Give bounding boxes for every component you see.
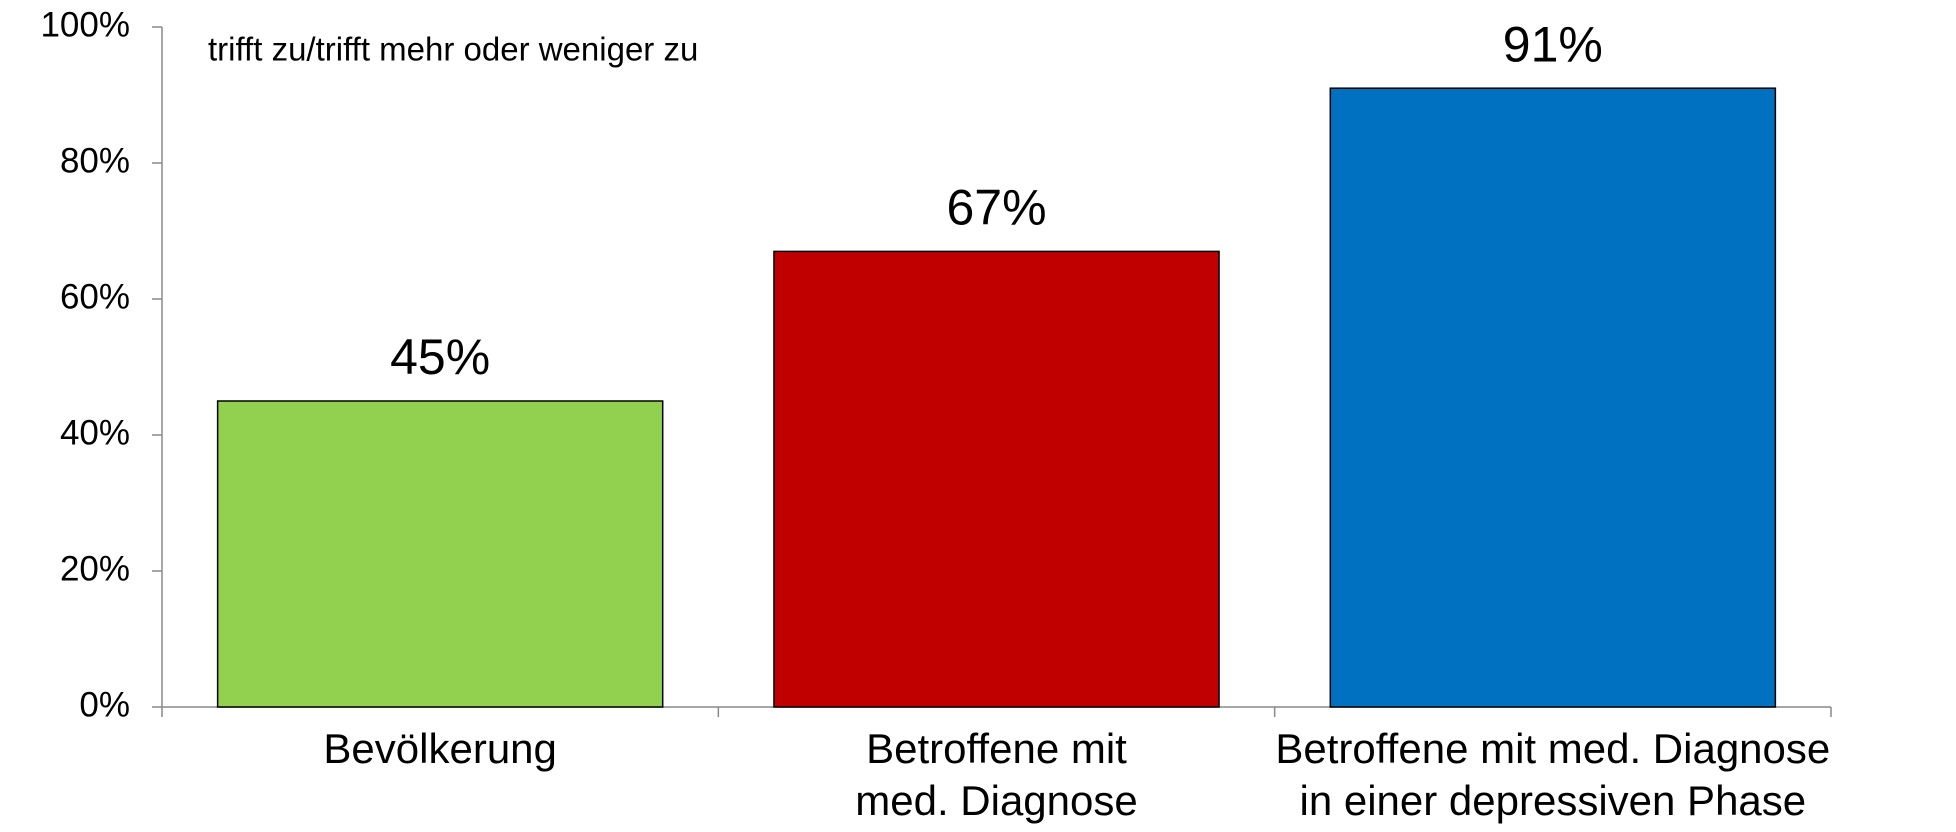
value-label: 45% (390, 329, 490, 385)
y-tick-label: 40% (60, 413, 130, 452)
x-tick-label: in einer depressiven Phase (1300, 777, 1807, 824)
value-label: 67% (946, 180, 1046, 236)
x-tick-label: Betroffene mit (866, 725, 1127, 772)
x-tick-label: med. Diagnose (855, 777, 1138, 824)
x-tick-label: Betroffene mit med. Diagnose (1275, 725, 1830, 772)
y-tick-label: 60% (60, 277, 130, 316)
x-tick-label: Bevölkerung (323, 725, 556, 772)
bar (1329, 87, 1777, 708)
value-label: 91% (1503, 16, 1603, 72)
bar (773, 250, 1220, 708)
bar (216, 400, 664, 708)
annotation: trifft zu/trifft mehr oder weniger zu (208, 31, 698, 68)
y-tick-label: 100% (40, 5, 130, 44)
y-tick-label: 80% (60, 141, 130, 180)
y-tick-label: 0% (79, 685, 130, 724)
y-tick-label: 20% (60, 549, 130, 588)
